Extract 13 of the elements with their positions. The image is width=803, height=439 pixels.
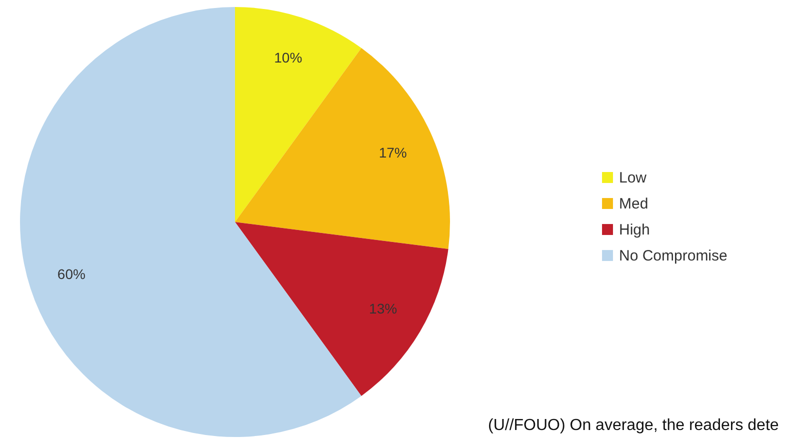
legend-label: No Compromise xyxy=(619,248,728,264)
data-label: 17% xyxy=(378,144,407,161)
data-label: 60% xyxy=(57,266,86,282)
text: (U//FOUO) On average, the readers dete xyxy=(488,417,779,434)
legend-label: Med xyxy=(619,196,648,212)
data-label: 10% xyxy=(274,49,302,66)
pie-slice xyxy=(235,48,450,249)
pie-slice xyxy=(235,7,362,222)
pie-slice xyxy=(20,7,362,437)
pie-slice xyxy=(235,222,448,396)
legend-label: High xyxy=(619,222,650,238)
legend-label: Low xyxy=(619,170,647,186)
data-label: 13% xyxy=(369,300,398,317)
